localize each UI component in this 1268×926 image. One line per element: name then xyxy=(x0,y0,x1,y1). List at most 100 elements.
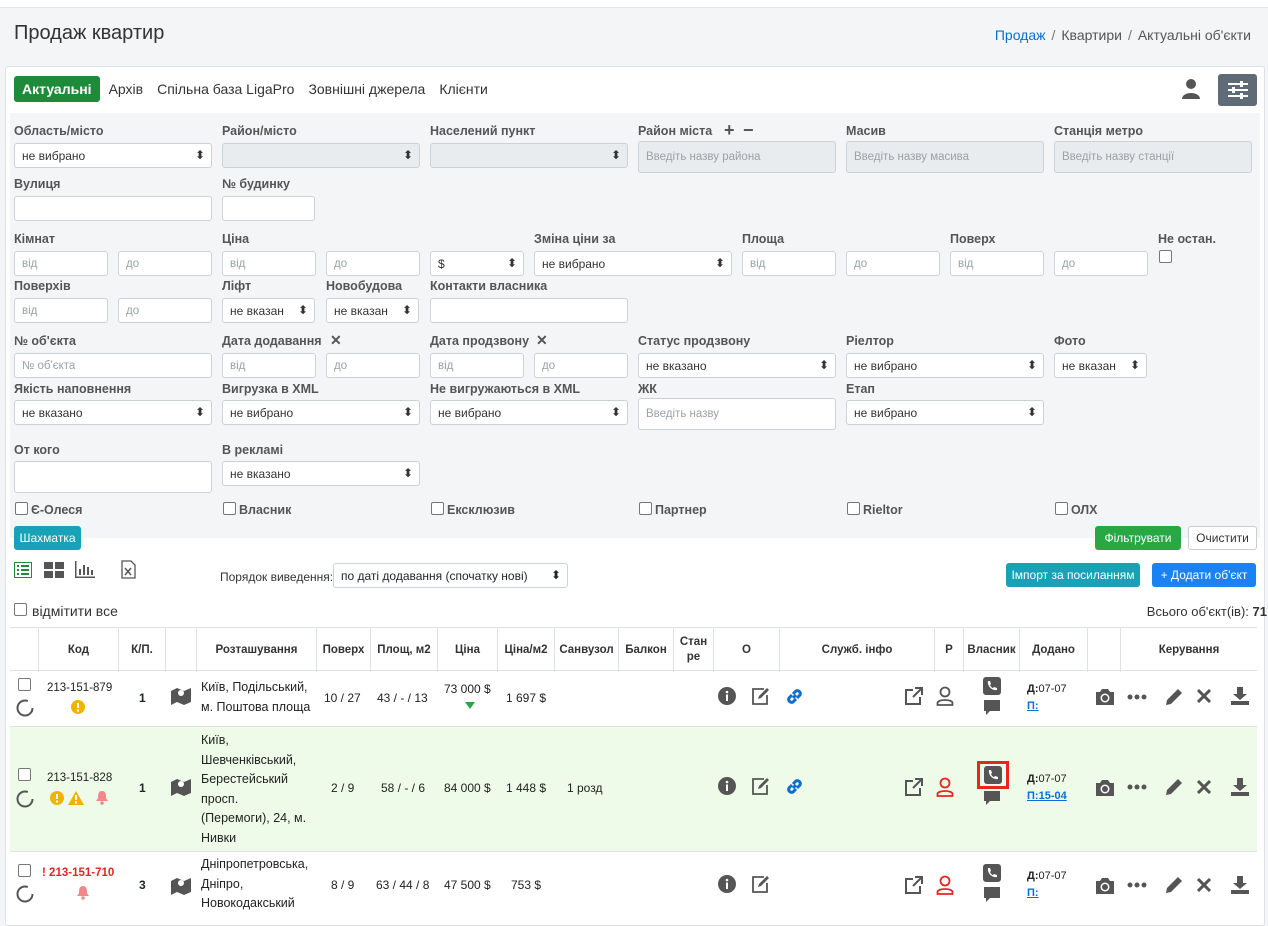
tab-archive[interactable]: Архів xyxy=(108,81,144,97)
novobud-select[interactable]: не вказан xyxy=(326,298,419,323)
oblast-select[interactable]: не вибрано xyxy=(14,143,212,168)
data-dod-to[interactable]: до xyxy=(326,353,420,378)
mark-all-checkbox[interactable] xyxy=(14,603,27,616)
tsina-to[interactable]: до xyxy=(326,251,420,276)
zhk-input[interactable]: Введіть назву xyxy=(638,398,836,430)
info-icon[interactable] xyxy=(718,777,736,795)
poverkhiv-from[interactable]: від xyxy=(14,298,108,323)
clear-button[interactable]: Очистити xyxy=(1188,526,1257,550)
ot-kogo-input[interactable] xyxy=(14,461,212,493)
shakhmatka-button[interactable]: Шахматка xyxy=(14,526,81,550)
excel-export-icon[interactable] xyxy=(121,560,136,579)
header-floor[interactable]: Поверх xyxy=(317,628,371,672)
phone-icon[interactable] xyxy=(983,864,1001,882)
delete-icon[interactable] xyxy=(1197,780,1211,794)
status-circle-icon[interactable] xyxy=(16,699,34,717)
filter-button[interactable]: Фільтрувати xyxy=(1095,526,1181,550)
rieltor-checkbox[interactable] xyxy=(847,502,860,515)
header-price[interactable]: Ціна xyxy=(438,628,498,672)
pencil-icon[interactable] xyxy=(1165,875,1184,894)
phone-icon[interactable] xyxy=(983,677,1001,695)
pencil-icon[interactable] xyxy=(1165,777,1184,796)
tab-external-sources[interactable]: Зовнішні джерела xyxy=(308,81,426,97)
etap-select[interactable]: не вибрано xyxy=(846,400,1044,425)
header-location[interactable]: Розташування xyxy=(197,628,317,672)
info-icon[interactable] xyxy=(718,875,736,893)
yakist-select[interactable]: не вказано xyxy=(14,400,212,425)
link-icon[interactable] xyxy=(784,776,805,797)
nomer-input[interactable]: № об'єкта xyxy=(14,353,212,378)
delete-icon[interactable] xyxy=(1197,878,1211,892)
external-link-icon[interactable] xyxy=(904,686,924,706)
grid-view-icon[interactable] xyxy=(44,562,64,578)
person-icon[interactable] xyxy=(936,777,954,797)
tab-clients[interactable]: Клієнти xyxy=(439,81,488,97)
status-select[interactable]: не вказано xyxy=(638,353,836,378)
row-checkbox[interactable] xyxy=(18,864,31,877)
row-checkbox[interactable] xyxy=(18,768,31,781)
phone-icon[interactable] xyxy=(984,766,1002,784)
user-icon[interactable] xyxy=(1180,77,1202,101)
clear-call-date-icon[interactable]: ✕ xyxy=(536,332,548,348)
vlasnyk-checkbox[interactable] xyxy=(223,502,236,515)
clear-date-added-icon[interactable]: ✕ xyxy=(330,332,342,348)
row-checkbox[interactable] xyxy=(18,678,31,691)
camera-icon[interactable] xyxy=(1094,688,1116,706)
delete-icon[interactable] xyxy=(1197,689,1211,703)
map-icon[interactable] xyxy=(170,876,192,896)
currency-select[interactable]: $ xyxy=(430,251,524,276)
edit-note-icon[interactable] xyxy=(750,776,771,797)
partner-checkbox[interactable] xyxy=(639,502,652,515)
poverkh-to[interactable]: до xyxy=(1054,251,1148,276)
rieltor-select[interactable]: не вибрано xyxy=(846,353,1044,378)
vulytsia-input[interactable] xyxy=(14,196,212,221)
settings-button[interactable] xyxy=(1218,74,1257,106)
header-kod[interactable]: Код xyxy=(39,628,119,672)
metro-input[interactable]: Введіть назву станції xyxy=(1054,141,1252,173)
pencil-icon[interactable] xyxy=(1165,687,1184,706)
tab-shared-base[interactable]: Спільна база LigaPro xyxy=(157,81,295,97)
data-prod-to[interactable]: до xyxy=(534,353,628,378)
download-icon[interactable] xyxy=(1230,777,1250,797)
header-area[interactable]: Площ, м2 xyxy=(371,628,438,672)
add-object-button[interactable]: + Додати об'єкт xyxy=(1152,563,1256,587)
header-balcony[interactable]: Балкон xyxy=(619,628,674,672)
tsina-from[interactable]: від xyxy=(222,251,316,276)
header-condition[interactable]: Стан ре xyxy=(674,628,714,672)
breadcrumb-link-sales[interactable]: Продаж xyxy=(994,27,1046,43)
remove-district-icon[interactable]: − xyxy=(743,120,754,140)
ne-ostan-checkbox[interactable] xyxy=(1159,250,1172,263)
comment-icon[interactable] xyxy=(983,699,1001,717)
chart-view-icon[interactable] xyxy=(75,561,95,578)
edit-note-icon[interactable] xyxy=(750,686,771,707)
camera-icon[interactable] xyxy=(1094,779,1116,797)
data-dod-from[interactable]: від xyxy=(222,353,316,378)
comment-icon[interactable] xyxy=(983,790,1001,807)
kimnat-to[interactable]: до xyxy=(118,251,212,276)
kimnat-from[interactable]: від xyxy=(14,251,108,276)
raion-mista-input[interactable]: Введіть назву района xyxy=(638,141,836,173)
olx-checkbox[interactable] xyxy=(1055,502,1068,515)
external-link-icon[interactable] xyxy=(904,777,924,797)
person-icon[interactable] xyxy=(936,686,954,706)
camera-icon[interactable] xyxy=(1094,877,1116,895)
xml-select[interactable]: не вибрано xyxy=(222,400,420,425)
foto-select[interactable]: не вказан xyxy=(1054,353,1147,378)
header-price-m2[interactable]: Ціна/м2 xyxy=(498,628,555,672)
comment-icon[interactable] xyxy=(983,886,1001,904)
zmina-select[interactable]: не вибрано xyxy=(534,251,732,276)
more-icon[interactable] xyxy=(1127,882,1147,888)
header-bathroom[interactable]: Санвузол xyxy=(555,628,619,672)
more-icon[interactable] xyxy=(1127,694,1147,700)
object-code[interactable]: 213-151-828 xyxy=(47,772,113,784)
status-circle-icon[interactable] xyxy=(16,790,34,808)
ploshcha-to[interactable]: до xyxy=(846,251,940,276)
header-added[interactable]: Додано xyxy=(1020,628,1088,672)
external-link-icon[interactable] xyxy=(904,875,924,895)
nasel-select[interactable] xyxy=(430,143,628,168)
map-icon[interactable] xyxy=(170,686,192,706)
poverkh-from[interactable]: від xyxy=(950,251,1044,276)
poverkhiv-to[interactable]: до xyxy=(118,298,212,323)
data-prod-from[interactable]: від xyxy=(430,353,524,378)
info-icon[interactable] xyxy=(718,687,736,705)
